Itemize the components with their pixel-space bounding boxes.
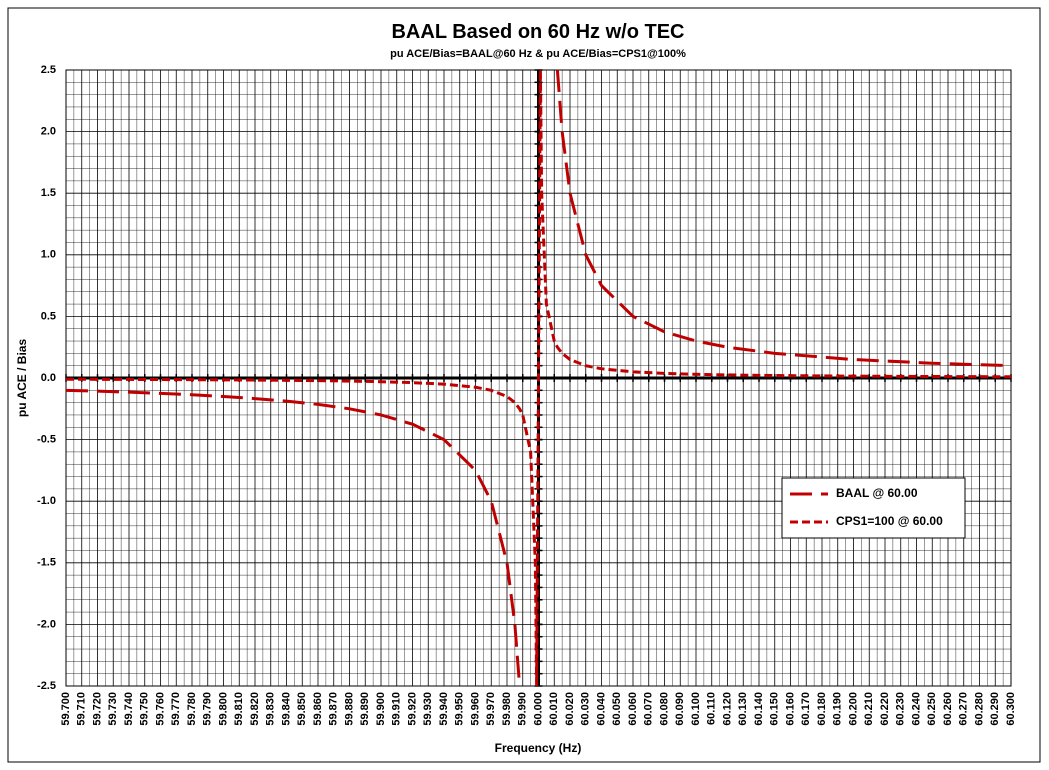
x-tick-label: 59.900 — [375, 692, 387, 726]
x-tick-label: 60.280 — [973, 692, 985, 726]
x-tick-label: 60.110 — [706, 692, 718, 725]
x-tick-label: 60.050 — [611, 692, 623, 726]
x-tick-label: 59.800 — [217, 692, 229, 726]
x-tick-label: 59.960 — [469, 692, 481, 726]
legend-box — [781, 477, 966, 539]
x-tick-label: 59.850 — [296, 692, 308, 726]
x-tick-label: 59.820 — [249, 692, 261, 726]
y-tick-label: -1.0 — [37, 495, 56, 507]
x-tick-label: 60.290 — [989, 692, 1001, 726]
x-tick-label: 59.710 — [76, 692, 88, 726]
y-tick-label: -2.0 — [37, 618, 56, 630]
x-tick-label: 60.070 — [643, 692, 655, 726]
x-tick-label: 59.750 — [139, 692, 151, 726]
x-tick-label: 59.770 — [170, 692, 182, 726]
x-tick-label: 60.030 — [580, 692, 592, 726]
x-tick-label: 60.160 — [784, 692, 796, 726]
x-tick-label: 59.840 — [280, 692, 292, 726]
x-tick-label: 60.140 — [753, 692, 765, 726]
x-tick-label: 59.890 — [359, 692, 371, 726]
y-axis-label: pu ACE / Bias — [15, 339, 29, 418]
grid — [65, 69, 1012, 687]
x-tick-label: 59.860 — [312, 692, 324, 726]
chart-subtitle: pu ACE/Bias=BAAL@60 Hz & pu ACE/Bias=CPS… — [390, 48, 686, 60]
x-tick-label: 59.780 — [186, 692, 198, 726]
x-tick-label: 60.130 — [737, 692, 749, 726]
x-tick-label: 60.040 — [595, 692, 607, 726]
x-tick-label: 60.260 — [942, 692, 954, 726]
x-tick-label: 59.930 — [422, 692, 434, 726]
x-tick-label: 59.990 — [517, 692, 529, 726]
x-tick-label: 59.740 — [123, 692, 135, 726]
x-tick-label: 60.000 — [532, 692, 544, 726]
x-tick-label: 59.760 — [154, 692, 166, 726]
y-tick-label: 2.5 — [41, 64, 56, 76]
y-tick-label: 0.5 — [41, 310, 56, 322]
x-tick-label: 60.170 — [800, 692, 812, 726]
y-tick-label: -2.5 — [37, 680, 56, 692]
x-tick-label: 60.180 — [816, 692, 828, 726]
x-tick-label: 60.020 — [564, 692, 576, 726]
x-axis-label: Frequency (Hz) — [495, 741, 582, 755]
x-tick-label: 60.270 — [958, 692, 970, 726]
legend-label: CPS1=100 @ 60.00 — [836, 514, 943, 528]
x-tick-label: 60.220 — [879, 692, 891, 726]
x-tick-label: 60.010 — [548, 692, 560, 726]
x-tick-label: 59.790 — [202, 692, 214, 726]
x-tick-label: 59.980 — [501, 692, 513, 726]
x-tick-label: 59.830 — [265, 692, 277, 726]
x-tick-label: 59.730 — [107, 692, 119, 726]
x-tick-label: 60.210 — [863, 692, 875, 726]
x-tick-label: 60.120 — [721, 692, 733, 726]
x-tick-label: 59.870 — [328, 692, 340, 726]
x-tick-label: 60.240 — [910, 692, 922, 726]
legend-label: BAAL @ 60.00 — [836, 486, 918, 500]
y-tick-label: -0.5 — [37, 434, 56, 446]
x-tick-label: 60.080 — [658, 692, 670, 726]
series-line — [65, 69, 1012, 687]
x-tick-label: 60.150 — [769, 692, 781, 726]
series-line — [65, 69, 1012, 687]
x-tick-label: 59.700 — [60, 692, 72, 726]
x-tick-label: 59.720 — [91, 692, 103, 726]
x-tick-label: 59.910 — [391, 692, 403, 726]
y-tick-label: 2.0 — [41, 126, 56, 138]
x-tick-label: 60.250 — [926, 692, 938, 726]
x-tick-label: 60.190 — [832, 692, 844, 726]
chart-border — [7, 7, 1041, 763]
x-tick-label: 60.060 — [627, 692, 639, 726]
x-tick-label: 60.200 — [847, 692, 859, 726]
x-tick-label: 59.950 — [454, 692, 466, 726]
x-tick-label: 60.100 — [690, 692, 702, 726]
chart-title: BAAL Based on 60 Hz w/o TEC — [391, 21, 684, 43]
x-tick-label: 59.880 — [343, 692, 355, 726]
y-tick-label: 1.0 — [41, 249, 56, 261]
y-tick-label: -1.5 — [37, 557, 56, 569]
x-tick-label: 60.090 — [674, 692, 686, 726]
plot — [65, 69, 1012, 687]
x-tick-label: 59.810 — [233, 692, 245, 726]
x-tick-label: 59.940 — [438, 692, 450, 726]
y-tick-label: 1.5 — [41, 187, 56, 199]
x-tick-label: 60.300 — [1005, 692, 1017, 726]
x-tick-label: 59.920 — [406, 692, 418, 726]
x-tick-label: 59.970 — [485, 692, 497, 726]
y-tick-label: 0.0 — [41, 372, 56, 384]
x-tick-label: 60.230 — [895, 692, 907, 726]
